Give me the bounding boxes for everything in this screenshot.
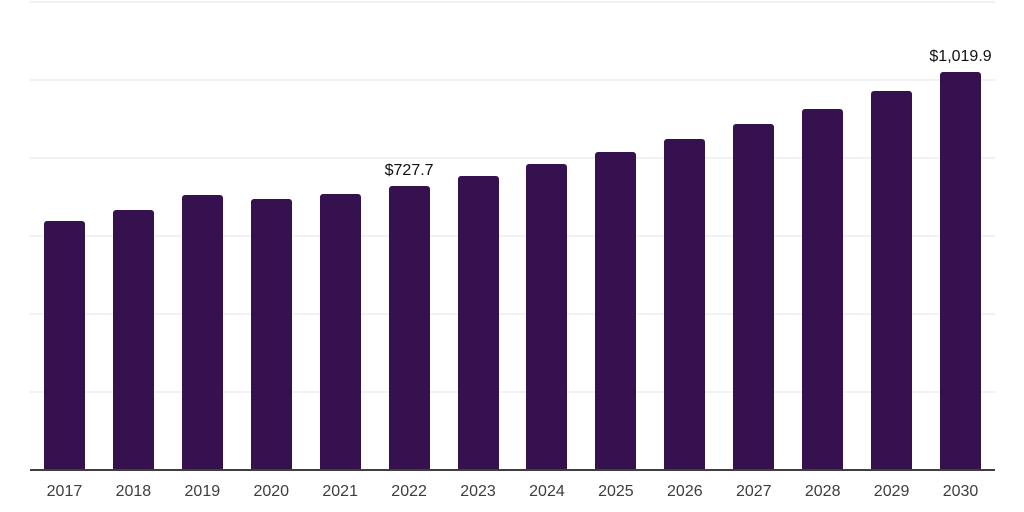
bar-2020 bbox=[250, 198, 292, 470]
x-axis-label-2019: 2019 bbox=[184, 483, 221, 500]
bar-2024 bbox=[526, 164, 568, 470]
gridline-1000 bbox=[30, 79, 995, 81]
x-axis-label-2017: 2017 bbox=[46, 483, 83, 500]
bar-2017 bbox=[43, 221, 85, 470]
x-axis-label-2022: 2022 bbox=[391, 483, 427, 500]
x-axis-label-2029: 2029 bbox=[873, 483, 910, 500]
x-axis-label-2028: 2028 bbox=[804, 483, 841, 500]
x-axis-line bbox=[30, 469, 995, 471]
gridline-800 bbox=[30, 157, 995, 159]
gridline-400 bbox=[30, 313, 995, 315]
gridline-200 bbox=[30, 391, 995, 393]
x-axis-label-2030: 2030 bbox=[942, 483, 979, 500]
bar-2022 bbox=[388, 186, 430, 470]
x-axis-label-2026: 2026 bbox=[667, 483, 703, 500]
bar-2029 bbox=[871, 91, 913, 470]
x-axis-label-2024: 2024 bbox=[529, 483, 565, 500]
x-axis-label-2027: 2027 bbox=[735, 483, 772, 500]
bar-2018 bbox=[112, 209, 154, 470]
bar-2030 bbox=[940, 72, 982, 470]
gridline-600 bbox=[30, 235, 995, 237]
gridline-1200 bbox=[30, 1, 995, 3]
value-label-2022: $727.7 bbox=[384, 162, 434, 180]
bar-2023 bbox=[457, 176, 499, 470]
x-axis-label-2025: 2025 bbox=[598, 483, 634, 500]
bar-2019 bbox=[181, 195, 223, 470]
x-axis-label-2020: 2020 bbox=[253, 483, 290, 500]
x-axis-label-2021: 2021 bbox=[322, 483, 358, 500]
x-axis-label-2023: 2023 bbox=[460, 483, 496, 500]
bar-2026 bbox=[664, 139, 706, 470]
bar-2027 bbox=[733, 124, 775, 470]
bar-2021 bbox=[319, 193, 361, 470]
value-label-2030: $1,019.9 bbox=[929, 48, 992, 66]
x-axis-label-2018: 2018 bbox=[115, 483, 152, 500]
bar-2025 bbox=[595, 152, 637, 470]
bar-2028 bbox=[802, 109, 844, 470]
